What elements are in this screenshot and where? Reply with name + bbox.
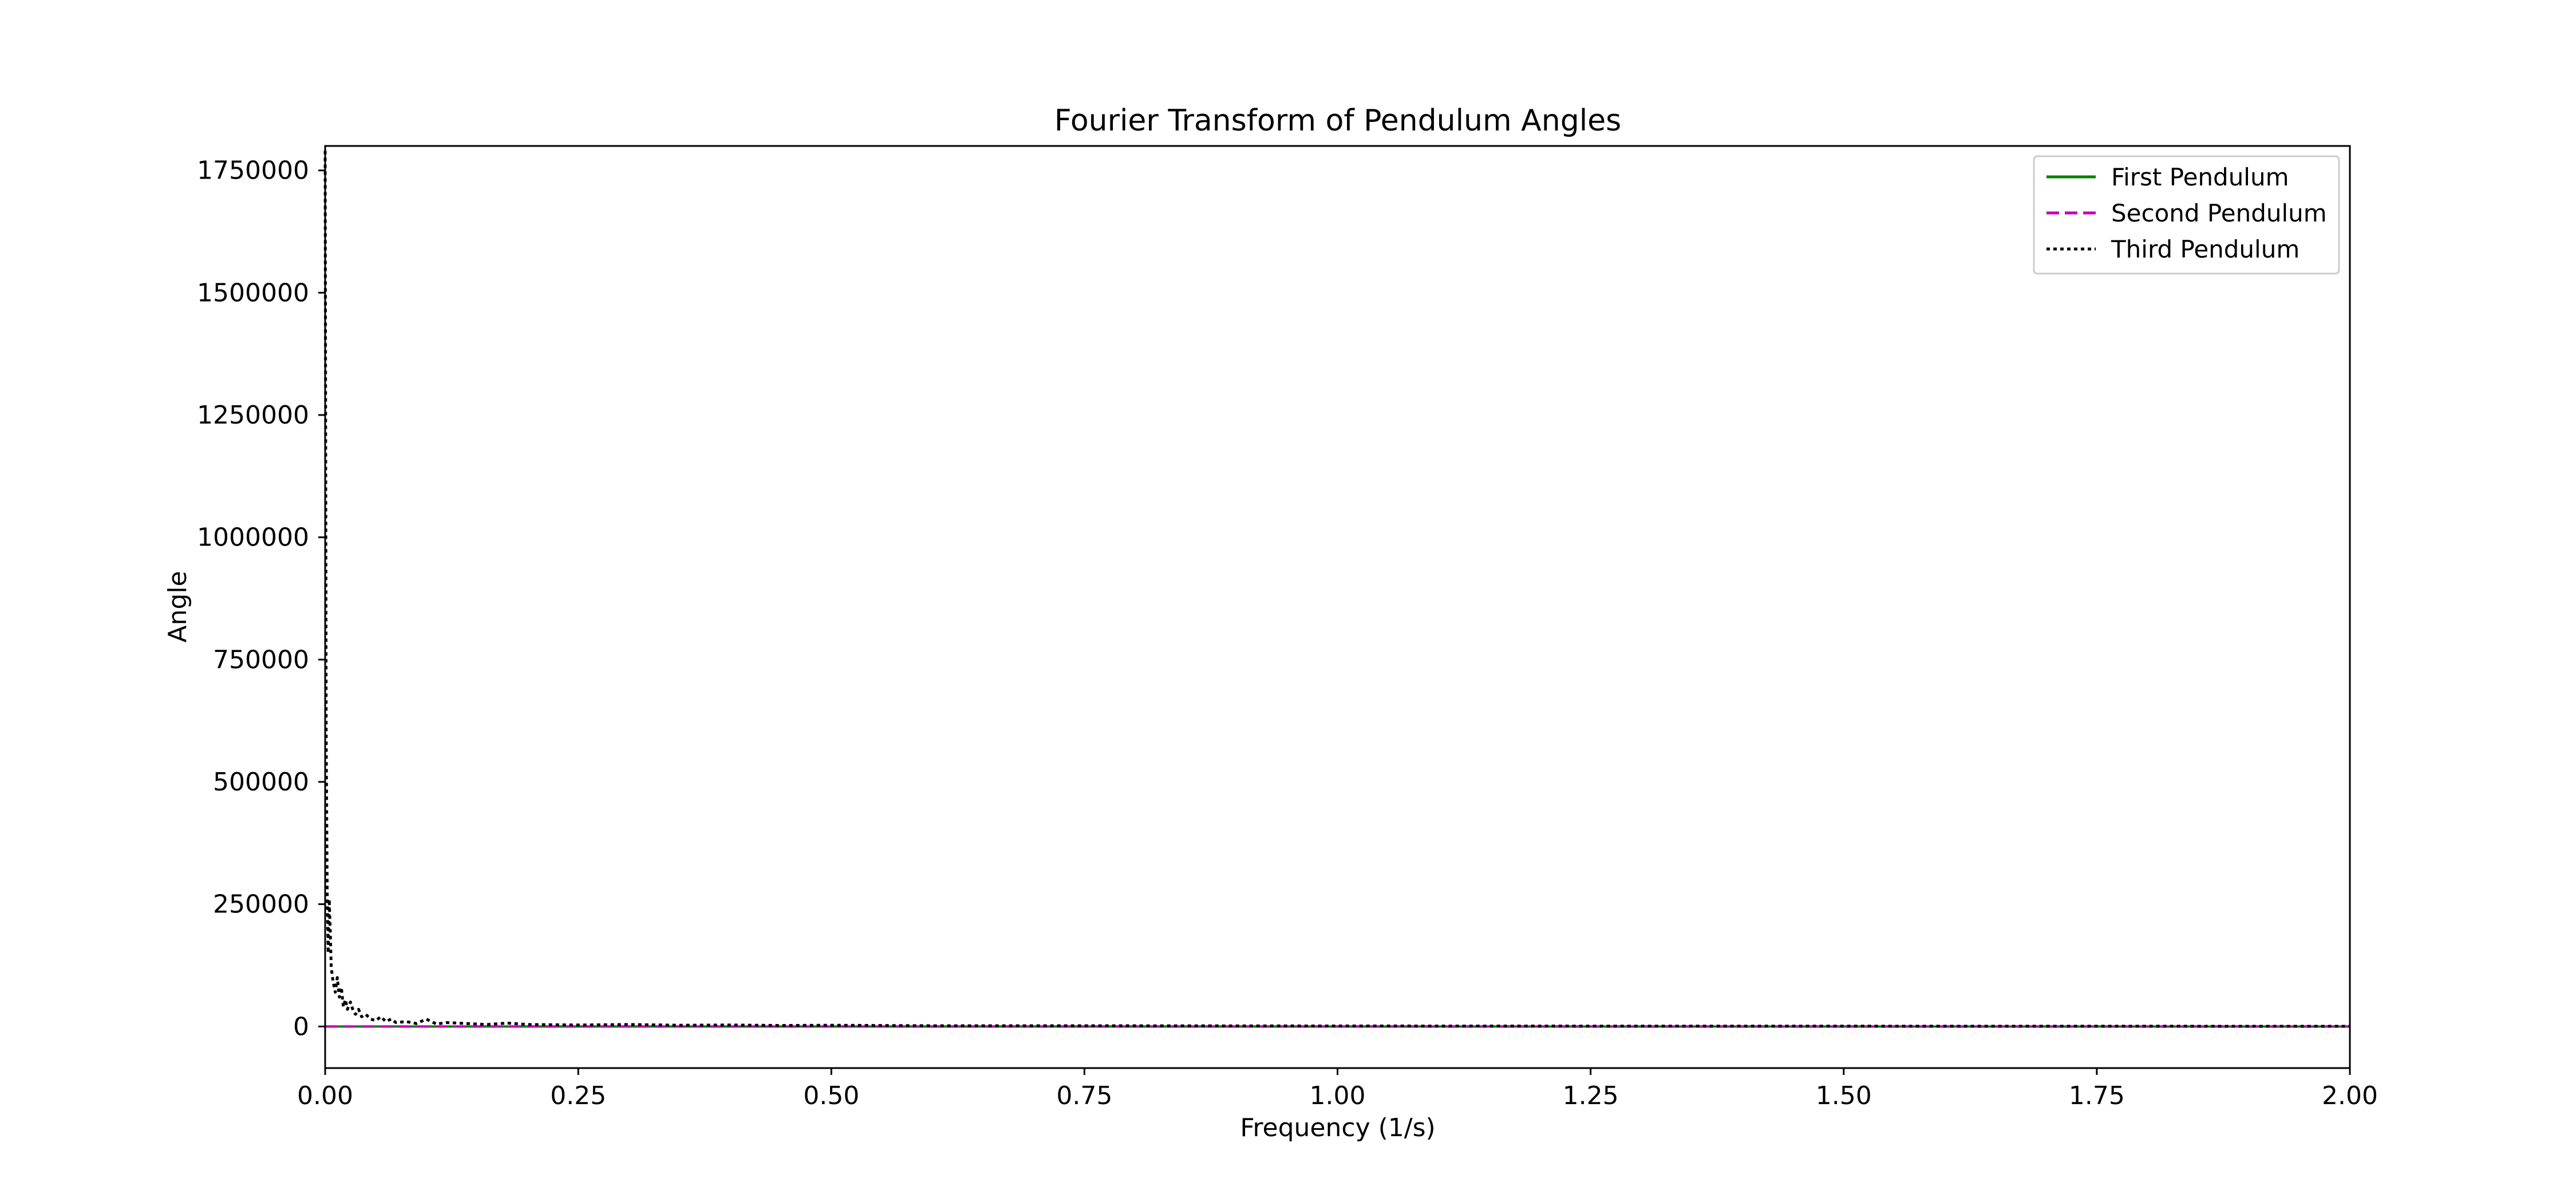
x-tick-label: 1.50 — [1816, 1081, 1872, 1110]
x-tick-label: 0.25 — [550, 1081, 606, 1110]
legend-entries: First Pendulum Second Pendulum Third Pendu… — [2046, 163, 2327, 263]
x-tick-label: 1.25 — [1563, 1081, 1619, 1110]
y-tick-label: 1750000 — [197, 156, 309, 185]
x-tick-label: 0.00 — [297, 1081, 353, 1110]
x-tick-label: 0.50 — [803, 1081, 859, 1110]
y-tick-label: 500000 — [213, 768, 309, 797]
plot-area — [323, 145, 2351, 1069]
legend-label: Second Pendulum — [2111, 199, 2327, 227]
legend-frame — [2033, 155, 2340, 275]
x-tick-label: 0.75 — [1056, 1081, 1112, 1110]
series-line-3 — [323, 151, 2350, 1028]
x-tick-label: 1.75 — [2069, 1081, 2125, 1110]
x-tick-label: 2.00 — [2322, 1081, 2378, 1110]
legend-label: Third Pendulum — [2111, 235, 2300, 263]
y-axis-ticks: 0 250000 500000 750000 1000000 1250000 1500000… — [197, 156, 325, 1041]
legend-label: First Pendulum — [2111, 163, 2289, 191]
series-layer — [323, 151, 2350, 1028]
y-tick-label: 0 — [293, 1012, 309, 1041]
y-tick-label: 750000 — [213, 645, 309, 674]
x-tick-label: 1.00 — [1310, 1081, 1366, 1110]
legend: First Pendulum Second Pendulum Third Pendu… — [2033, 155, 2340, 275]
plot-background — [325, 146, 2350, 1068]
x-axis-ticks: 0.00 0.25 0.50 0.75 1.00 1.25 1.50 1.75 2.00 — [297, 1068, 2378, 1110]
y-tick-label: 1000000 — [197, 523, 309, 552]
y-tick-label: 250000 — [213, 890, 309, 919]
chart-title: Fourier Transform of Pendulum Angles — [1054, 104, 1621, 138]
y-axis-label: Angle — [163, 571, 192, 642]
x-axis-label: Frequency (1/s) — [1240, 1113, 1435, 1142]
y-tick-label: 1500000 — [197, 278, 309, 307]
y-tick-label: 1250000 — [197, 401, 309, 430]
